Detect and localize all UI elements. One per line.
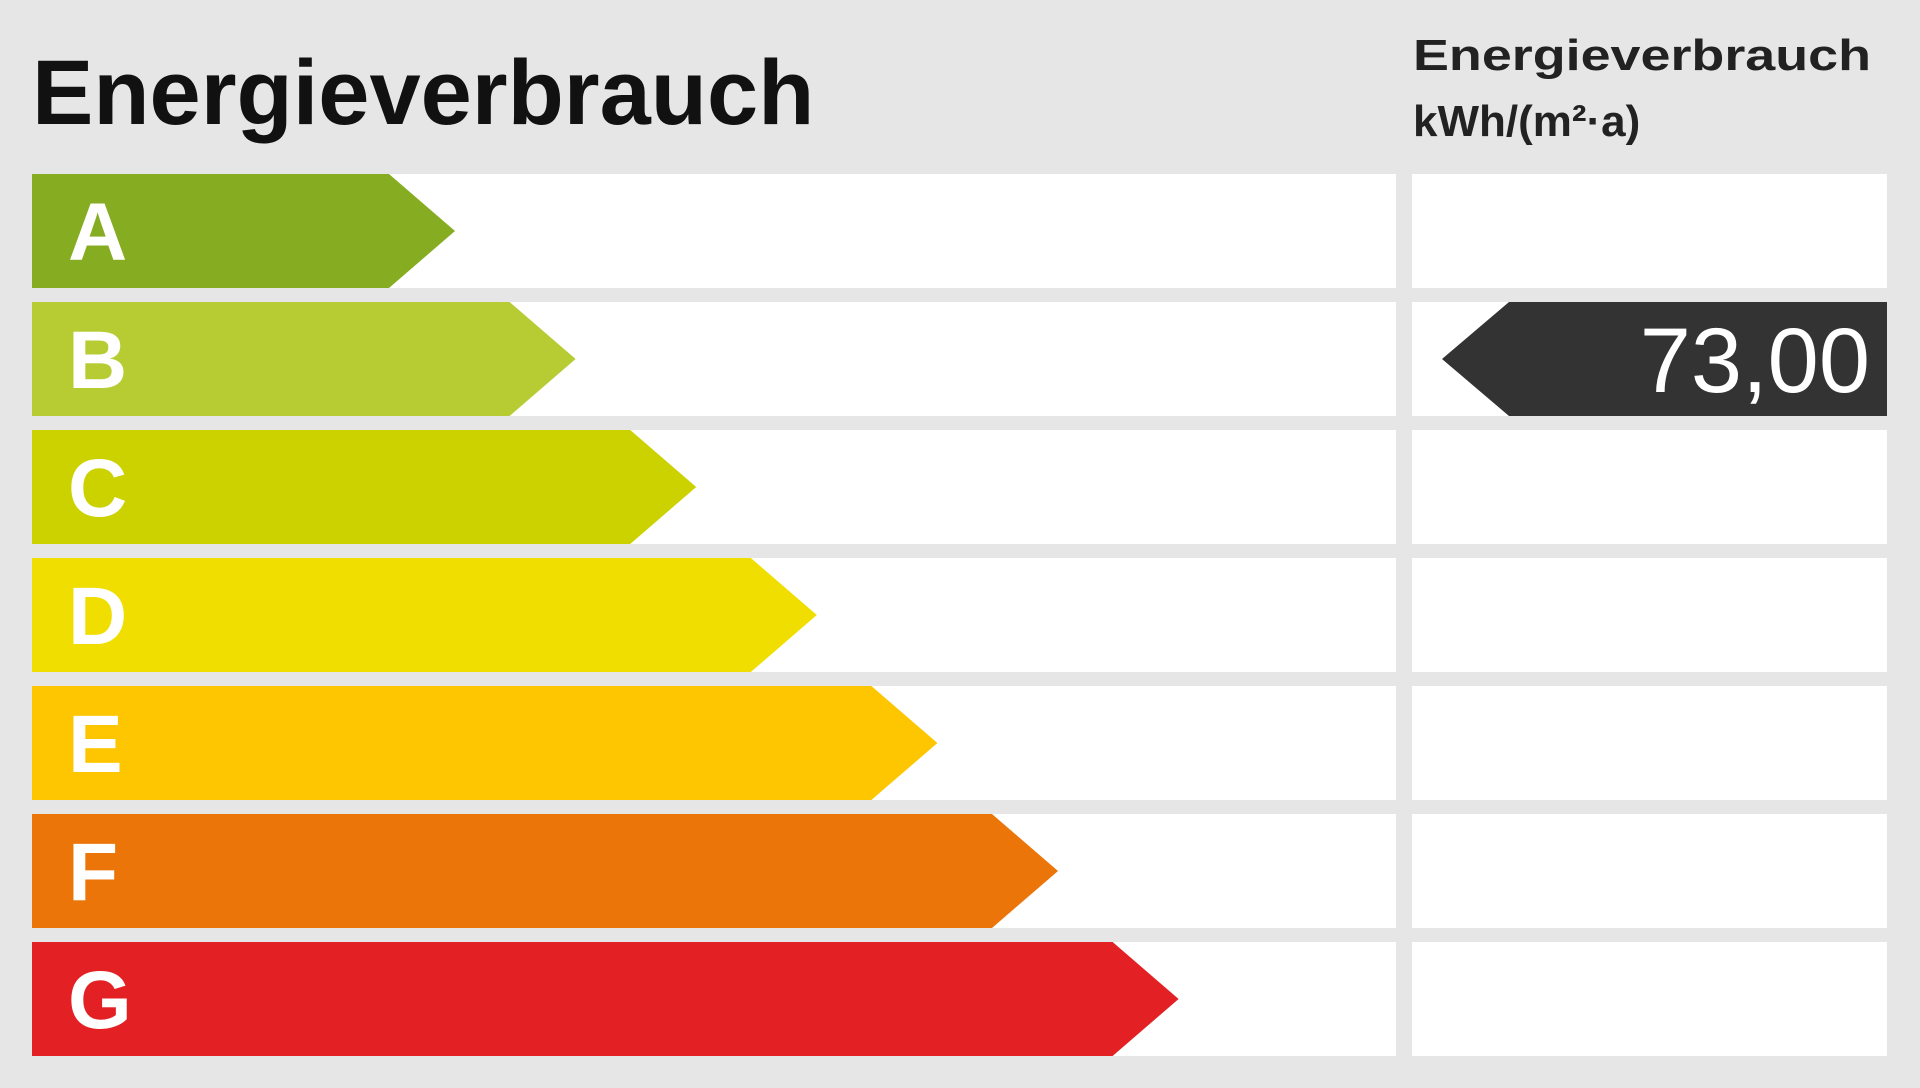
class-arrow — [32, 558, 817, 672]
column-title: Energieverbrauch — [1413, 31, 1871, 80]
value-panel — [1412, 814, 1887, 928]
value-label: 73,00 — [1640, 310, 1870, 412]
value-panel — [1412, 686, 1887, 800]
class-arrow — [32, 302, 576, 416]
class-letter: E — [68, 699, 123, 790]
class-arrow — [32, 686, 938, 800]
class-arrow — [32, 814, 1058, 928]
class-arrow — [32, 942, 1179, 1056]
class-letter: A — [68, 187, 127, 278]
title: Energieverbrauch — [32, 42, 814, 144]
class-letter: G — [68, 955, 132, 1046]
value-panel — [1412, 558, 1887, 672]
value-panel — [1412, 174, 1887, 288]
class-letter: D — [68, 571, 127, 662]
value-panel — [1412, 430, 1887, 544]
class-letter: F — [68, 827, 118, 918]
class-letter: C — [68, 443, 127, 534]
class-letter: B — [68, 315, 127, 406]
value-arrow — [1442, 302, 1887, 416]
class-arrow — [32, 430, 697, 544]
column-unit: kWh/(m²·a) — [1413, 97, 1640, 146]
value-panel — [1412, 942, 1887, 1056]
class-arrow — [32, 174, 455, 288]
